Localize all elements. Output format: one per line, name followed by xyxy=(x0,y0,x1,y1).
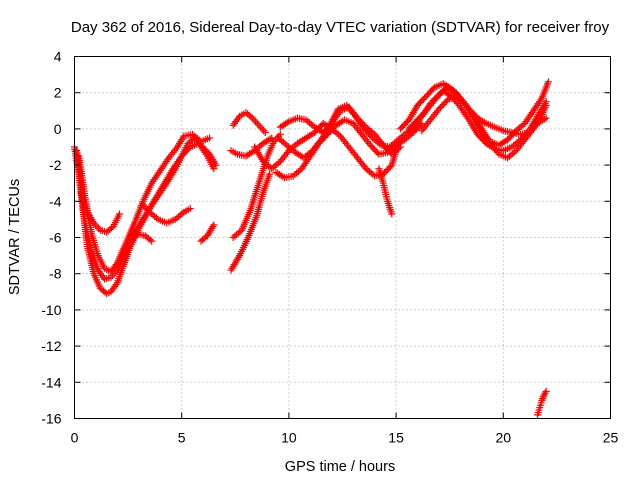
grid-lines xyxy=(74,56,611,419)
data-point-marker xyxy=(335,131,343,139)
data-point-marker xyxy=(511,128,519,136)
series-track-16 xyxy=(375,165,396,218)
data-point-marker xyxy=(275,159,283,167)
data-point-marker xyxy=(459,98,467,106)
data-point-marker xyxy=(542,114,550,122)
series-track-21 xyxy=(534,387,550,419)
y-tick-label: 0 xyxy=(54,121,62,137)
data-point-marker xyxy=(256,123,264,131)
y-tick-label: -16 xyxy=(41,411,61,427)
y-tick-label: -2 xyxy=(49,157,62,173)
x-tick-labels: 0 5 10 15 20 25 xyxy=(71,430,619,446)
data-point-marker xyxy=(296,166,304,174)
y-tick-label: -4 xyxy=(49,193,62,209)
chart-title: Day 362 of 2016, Sidereal Day-to-day VTE… xyxy=(71,19,610,36)
y-tick-label: 2 xyxy=(54,85,62,101)
data-point-marker xyxy=(542,387,550,395)
x-tick-label: 10 xyxy=(281,430,297,446)
data-point-marker xyxy=(260,127,268,135)
y-tick-label: -12 xyxy=(41,338,61,354)
x-tick-label: 0 xyxy=(71,430,79,446)
y-tick-labels: -16 -14 -12 -10 -8 -6 -4 -2 0 2 4 xyxy=(41,49,61,427)
data-point-marker xyxy=(206,134,214,142)
data-point-marker xyxy=(510,148,518,156)
y-tick-label: 4 xyxy=(54,49,62,65)
data-point-marker xyxy=(268,134,276,142)
data-point-marker xyxy=(544,78,552,86)
data-point-marker xyxy=(247,113,255,121)
data-point-marker xyxy=(210,221,218,229)
data-point-marker xyxy=(542,101,550,109)
data-point-marker xyxy=(396,143,404,151)
y-tick-label: -14 xyxy=(41,374,61,390)
series-track-3 xyxy=(75,130,214,276)
series-track-4 xyxy=(77,188,124,236)
data-point-marker xyxy=(255,121,263,129)
series-track-7 xyxy=(197,221,218,245)
data-point-marker xyxy=(146,236,154,244)
data-point-marker xyxy=(369,129,377,137)
data-point-marker xyxy=(480,118,488,126)
data-point-marker xyxy=(429,85,437,93)
data-point-marker xyxy=(186,205,194,213)
data-point-marker xyxy=(540,115,548,123)
data-point-marker xyxy=(250,116,258,124)
data-point-marker xyxy=(283,119,291,127)
series-track-15 xyxy=(276,103,404,158)
data-point-marker xyxy=(210,165,218,173)
x-tick-label: 25 xyxy=(603,430,619,446)
series-track-5 xyxy=(120,230,156,263)
data-point-marker xyxy=(442,97,450,105)
data-point-marker xyxy=(266,170,274,178)
data-point-marker xyxy=(395,144,403,152)
data-point-marker xyxy=(307,148,315,156)
data-point-marker xyxy=(361,122,369,130)
data-point-marker xyxy=(388,210,396,218)
y-tick-label: -8 xyxy=(49,266,62,282)
series-track-10 xyxy=(229,109,269,137)
data-point-marker xyxy=(148,237,156,245)
data-point-marker xyxy=(279,173,287,181)
data-point-marker xyxy=(434,92,442,100)
data-point-marker xyxy=(519,121,527,129)
data-point-marker xyxy=(369,171,377,179)
data-point-marker xyxy=(178,210,186,218)
data-point-marker xyxy=(252,118,260,126)
data-series-layer xyxy=(71,78,552,419)
data-point-marker xyxy=(116,210,124,218)
data-point-marker xyxy=(152,214,160,222)
data-point-marker xyxy=(261,129,269,137)
data-point-marker xyxy=(212,161,220,169)
x-axis-label: GPS time / hours xyxy=(285,459,395,475)
data-point-marker xyxy=(386,163,394,171)
y-tick-label: -6 xyxy=(49,230,62,246)
data-point-marker xyxy=(266,135,274,143)
axis-ticks xyxy=(74,56,611,419)
data-point-marker xyxy=(374,149,382,157)
x-tick-label: 5 xyxy=(178,430,186,446)
series-track-6 xyxy=(139,201,194,227)
series-track-8 xyxy=(227,170,274,274)
data-point-marker xyxy=(258,125,266,133)
x-tick-label: 15 xyxy=(388,430,404,446)
y-axis-label: SDTVAR / TECUs xyxy=(7,179,23,295)
series-track-20 xyxy=(418,92,550,162)
x-tick-label: 20 xyxy=(496,430,512,446)
data-point-marker xyxy=(253,119,261,127)
data-point-marker xyxy=(93,223,101,231)
series-track-14 xyxy=(274,101,419,162)
y-tick-label: -10 xyxy=(41,302,61,318)
